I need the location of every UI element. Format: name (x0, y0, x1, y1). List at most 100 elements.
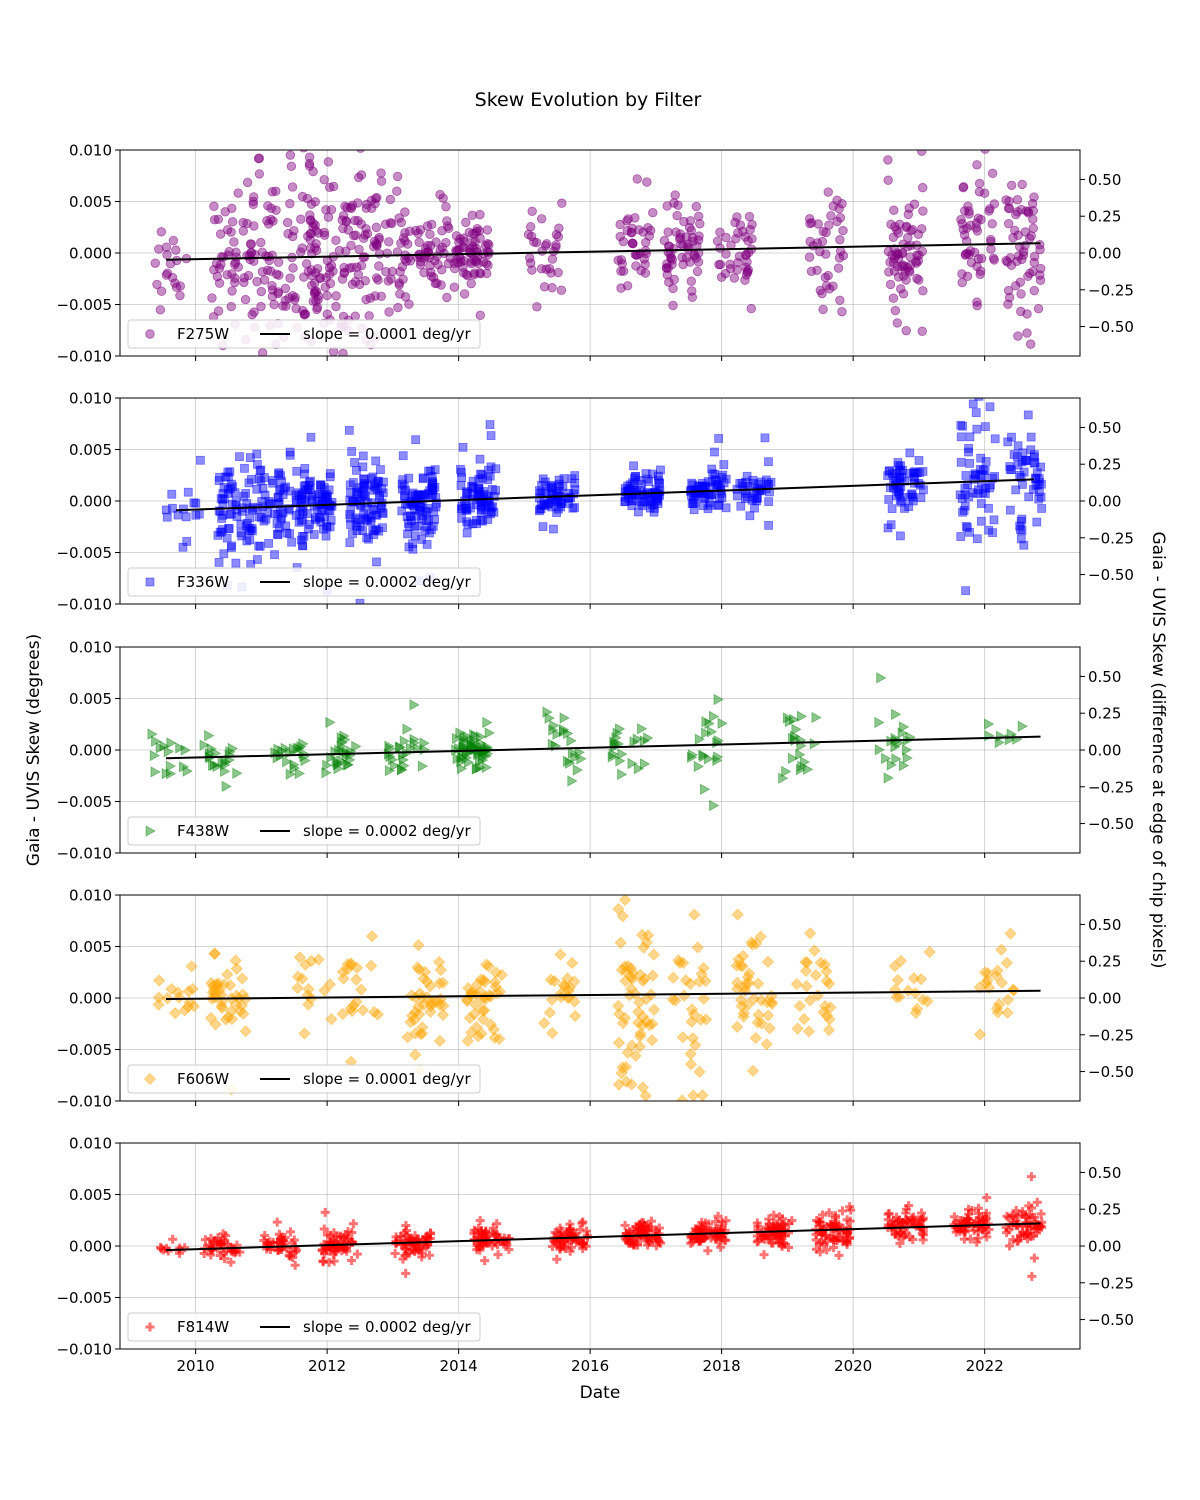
data-point (397, 764, 408, 776)
data-point (1021, 456, 1030, 466)
data-point (566, 493, 576, 503)
data-point (461, 505, 471, 515)
data-point (628, 478, 637, 488)
data-point (156, 286, 167, 296)
data-point (315, 512, 324, 522)
data-point (620, 965, 633, 978)
y2-tick-label: −0.25 (1088, 778, 1134, 796)
data-point (788, 732, 799, 745)
data-point (695, 967, 708, 981)
data-point (718, 470, 728, 480)
y-tick-label: 0.000 (69, 245, 112, 263)
data-point (714, 481, 724, 491)
data-point (227, 217, 238, 227)
data-point (400, 207, 410, 217)
data-point (276, 1232, 286, 1242)
data-point (310, 197, 320, 207)
data-point (709, 799, 720, 812)
data-point (214, 558, 224, 567)
y2-tick-label: 0.25 (1088, 953, 1121, 971)
data-point (984, 503, 993, 513)
data-point (1021, 455, 1031, 465)
data-point (1029, 450, 1039, 459)
data-point (224, 246, 234, 257)
data-point (1037, 479, 1046, 489)
data-point (229, 954, 242, 967)
data-point (790, 730, 801, 743)
data-point (393, 302, 403, 313)
data-point (246, 525, 255, 535)
data-point (469, 998, 482, 1011)
data-point (616, 1017, 630, 1030)
data-point (824, 1001, 837, 1014)
data-point (624, 971, 638, 984)
data-point (1023, 208, 1034, 218)
data-point (538, 474, 548, 484)
data-point (350, 995, 363, 1008)
panels: 0.0100.0050.000−0.005−0.0100.500.250.00−… (56, 142, 1134, 1376)
data-point (230, 273, 240, 283)
data-point (1029, 458, 1039, 468)
data-point (231, 501, 241, 510)
data-point (224, 524, 234, 534)
data-point (469, 734, 480, 747)
data-point (283, 229, 293, 239)
data-point (883, 155, 893, 165)
data-point (271, 269, 282, 279)
data-point (1018, 246, 1029, 257)
data-point (697, 478, 707, 488)
y-axis-label-right: Gaia - UVIS Skew (difference at edge of … (1148, 531, 1168, 968)
data-point (962, 523, 972, 532)
data-point (359, 482, 369, 492)
data-point (459, 737, 470, 749)
data-point (223, 484, 233, 494)
data-point (322, 290, 332, 301)
data-point (392, 186, 402, 196)
data-point (541, 264, 551, 274)
data-point (757, 486, 767, 496)
data-point (787, 1216, 797, 1226)
data-point (716, 484, 726, 494)
data-point (208, 984, 221, 997)
data-point (654, 486, 664, 496)
data-point (741, 250, 751, 261)
data-point (402, 500, 412, 509)
data-point (347, 447, 357, 456)
data-point (267, 187, 278, 197)
data-point (689, 249, 699, 259)
data-point (640, 490, 650, 500)
data-point (812, 238, 822, 248)
data-point (644, 231, 654, 241)
data-point (616, 910, 629, 923)
data-point (1013, 331, 1023, 341)
data-point (1011, 485, 1021, 495)
data-point (687, 1008, 700, 1021)
data-point (247, 524, 257, 533)
data-point (627, 501, 637, 511)
data-point (371, 222, 382, 233)
data-point (745, 511, 755, 521)
data-point (752, 496, 761, 506)
data-point (168, 1234, 178, 1244)
data-point (698, 749, 709, 761)
data-point (1026, 445, 1036, 455)
data-point (707, 477, 717, 487)
data-point (216, 527, 226, 537)
data-point (260, 473, 269, 482)
data-point (491, 464, 501, 474)
data-point (1012, 207, 1023, 217)
data-point (405, 512, 415, 521)
data-point (432, 251, 442, 261)
data-point (704, 717, 715, 730)
data-point (293, 488, 303, 498)
data-point (415, 260, 426, 270)
data-point (229, 259, 240, 270)
data-point (653, 475, 663, 485)
data-point (1022, 309, 1032, 319)
data-point (469, 1225, 479, 1235)
data-point (742, 976, 755, 989)
data-point (881, 752, 892, 765)
data-point (986, 234, 996, 245)
data-point (973, 1203, 983, 1213)
data-point (150, 258, 160, 268)
